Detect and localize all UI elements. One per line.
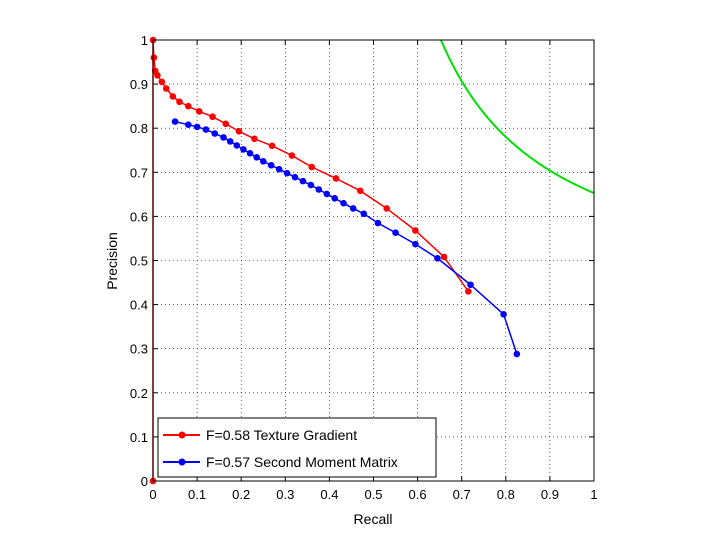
y-tick-label: 0.5 <box>130 254 148 269</box>
x-tick-label: 0.1 <box>188 487 206 502</box>
y-tick-label: 0.9 <box>130 77 148 92</box>
data-point <box>222 120 230 128</box>
data-point <box>267 161 275 169</box>
data-point <box>307 181 315 189</box>
data-point <box>283 169 291 177</box>
data-point <box>299 177 307 185</box>
data-point <box>360 210 368 218</box>
legend-swatch-marker <box>178 458 186 466</box>
data-point <box>211 130 219 137</box>
y-tick-label: 0 <box>141 474 148 489</box>
x-axis-label: Recall <box>354 511 393 527</box>
legend-entry-second-moment-matrix: F=0.57 Second Moment Matrix <box>163 454 398 470</box>
legend-box <box>157 417 437 478</box>
x-tick-label: 0.2 <box>232 487 250 502</box>
data-point <box>308 163 316 171</box>
data-point <box>383 205 391 212</box>
iso-f-curve <box>440 39 595 194</box>
y-tick-label: 0.7 <box>130 165 148 180</box>
x-tick-label: 0.5 <box>364 487 382 502</box>
legend: F=0.58 Texture Gradient F=0.57 Second Mo… <box>157 417 437 478</box>
data-point <box>374 219 382 227</box>
series-second-moment-matrix <box>171 118 521 358</box>
data-point <box>193 123 201 131</box>
data-point <box>440 253 448 261</box>
x-tick-label: 0 <box>149 487 156 502</box>
data-point <box>340 199 347 207</box>
legend-entry-texture-gradient: F=0.58 Texture Gradient <box>163 427 357 443</box>
x-tick-label: 0.7 <box>453 487 471 502</box>
legend-swatch-marker <box>178 431 186 439</box>
legend-label: F=0.57 Second Moment Matrix <box>206 454 398 470</box>
x-tick-label: 1 <box>590 487 597 502</box>
data-point <box>467 281 474 289</box>
data-point <box>291 173 299 181</box>
data-point <box>240 146 247 153</box>
y-tick-label: 0.3 <box>130 342 148 357</box>
plot-frame <box>152 39 595 482</box>
data-point <box>332 175 340 182</box>
data-point <box>251 135 258 143</box>
data-point <box>513 350 521 358</box>
data-point <box>465 288 472 295</box>
data-point <box>412 240 419 248</box>
y-tick-label: 0.8 <box>130 121 148 136</box>
x-tick-label: 0.6 <box>409 487 427 502</box>
data-point <box>220 134 227 141</box>
data-point <box>184 121 192 128</box>
data-point <box>196 108 203 115</box>
data-point <box>323 190 331 198</box>
data-point <box>392 229 399 237</box>
y-tick-labels: 0 0.1 0.2 0.3 0.4 0.5 0.6 0.7 0.8 0.9 1 <box>130 33 148 489</box>
x-tick-labels: 0 0.1 0.2 0.3 0.4 0.5 0.6 0.7 0.8 0.9 1 <box>149 487 597 502</box>
data-point <box>176 98 183 106</box>
data-point <box>288 152 296 159</box>
data-point <box>162 85 170 92</box>
data-point <box>235 127 243 135</box>
data-point <box>158 78 166 86</box>
data-point <box>209 113 216 121</box>
data-point <box>154 71 161 79</box>
data-point <box>331 195 338 202</box>
data-point <box>356 187 364 195</box>
data-point <box>169 93 177 100</box>
series-texture-gradient <box>149 36 472 485</box>
data-point <box>275 165 283 173</box>
data-point <box>315 186 323 193</box>
y-tick-label: 0.1 <box>130 430 148 445</box>
x-tick-label: 0.4 <box>320 487 338 502</box>
legend-label: F=0.58 Texture Gradient <box>206 427 357 443</box>
y-tick-label: 0.4 <box>130 298 148 313</box>
data-point <box>226 138 234 145</box>
data-point <box>246 150 254 157</box>
y-tick-label: 1 <box>141 33 148 48</box>
data-point <box>268 142 276 150</box>
y-tick-label: 0.6 <box>130 209 148 224</box>
data-point <box>259 157 267 165</box>
data-point <box>233 142 241 149</box>
data-point <box>202 126 210 133</box>
iso-f-curve-group <box>440 39 595 194</box>
y-axis-label: Precision <box>104 232 120 290</box>
data-point <box>253 154 260 161</box>
data-point <box>171 118 179 125</box>
data-point <box>150 54 158 61</box>
data-point <box>349 205 357 212</box>
x-tick-label: 0.8 <box>497 487 515 502</box>
x-tick-label: 0.3 <box>276 487 294 502</box>
series-layer <box>149 36 521 485</box>
data-point <box>434 254 441 262</box>
y-tick-label: 0.2 <box>130 386 148 401</box>
data-point <box>412 227 419 234</box>
data-point <box>184 102 192 110</box>
data-point <box>500 311 507 318</box>
x-tick-label: 0.9 <box>541 487 559 502</box>
